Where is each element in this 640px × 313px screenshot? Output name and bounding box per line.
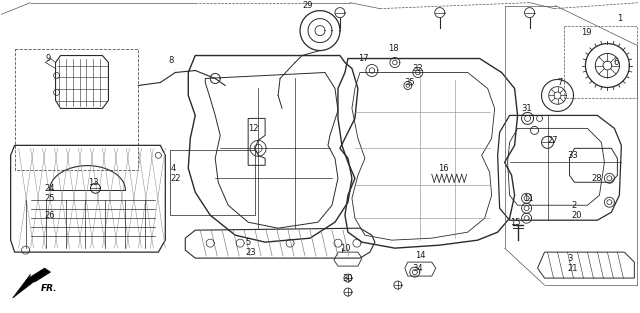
- Text: 25: 25: [45, 194, 55, 203]
- Text: 32: 32: [412, 64, 422, 73]
- Text: 35: 35: [404, 78, 415, 87]
- Text: 11: 11: [524, 194, 534, 203]
- Text: 8: 8: [168, 56, 173, 65]
- Polygon shape: [13, 268, 51, 298]
- Text: 28: 28: [591, 174, 602, 183]
- Text: 33: 33: [568, 151, 578, 160]
- Text: 26: 26: [45, 211, 55, 220]
- Text: 19: 19: [582, 28, 592, 37]
- Text: 5: 5: [245, 238, 250, 247]
- Text: 22: 22: [170, 174, 181, 183]
- Text: 7: 7: [557, 78, 563, 87]
- Text: 29: 29: [302, 1, 312, 10]
- Text: 18: 18: [388, 44, 399, 53]
- Text: 23: 23: [245, 248, 256, 257]
- Text: 31: 31: [522, 104, 532, 113]
- Text: 3: 3: [568, 254, 573, 263]
- Text: 2: 2: [572, 201, 577, 210]
- Text: 12: 12: [248, 124, 259, 133]
- Text: 1: 1: [618, 14, 623, 23]
- Text: 20: 20: [572, 211, 582, 220]
- Text: 21: 21: [568, 264, 578, 273]
- Text: 15: 15: [509, 218, 520, 227]
- Text: 9: 9: [45, 54, 51, 63]
- Text: 30: 30: [342, 274, 353, 283]
- Text: 4: 4: [170, 164, 175, 173]
- Text: 34: 34: [412, 264, 422, 273]
- Text: 27: 27: [548, 136, 558, 145]
- Text: 10: 10: [340, 244, 351, 253]
- Text: 16: 16: [438, 164, 449, 173]
- Text: 13: 13: [88, 178, 99, 187]
- Text: 6: 6: [613, 58, 619, 67]
- Text: 14: 14: [415, 251, 426, 259]
- Text: 24: 24: [45, 184, 55, 193]
- Text: 17: 17: [358, 54, 369, 63]
- Text: FR.: FR.: [40, 284, 57, 293]
